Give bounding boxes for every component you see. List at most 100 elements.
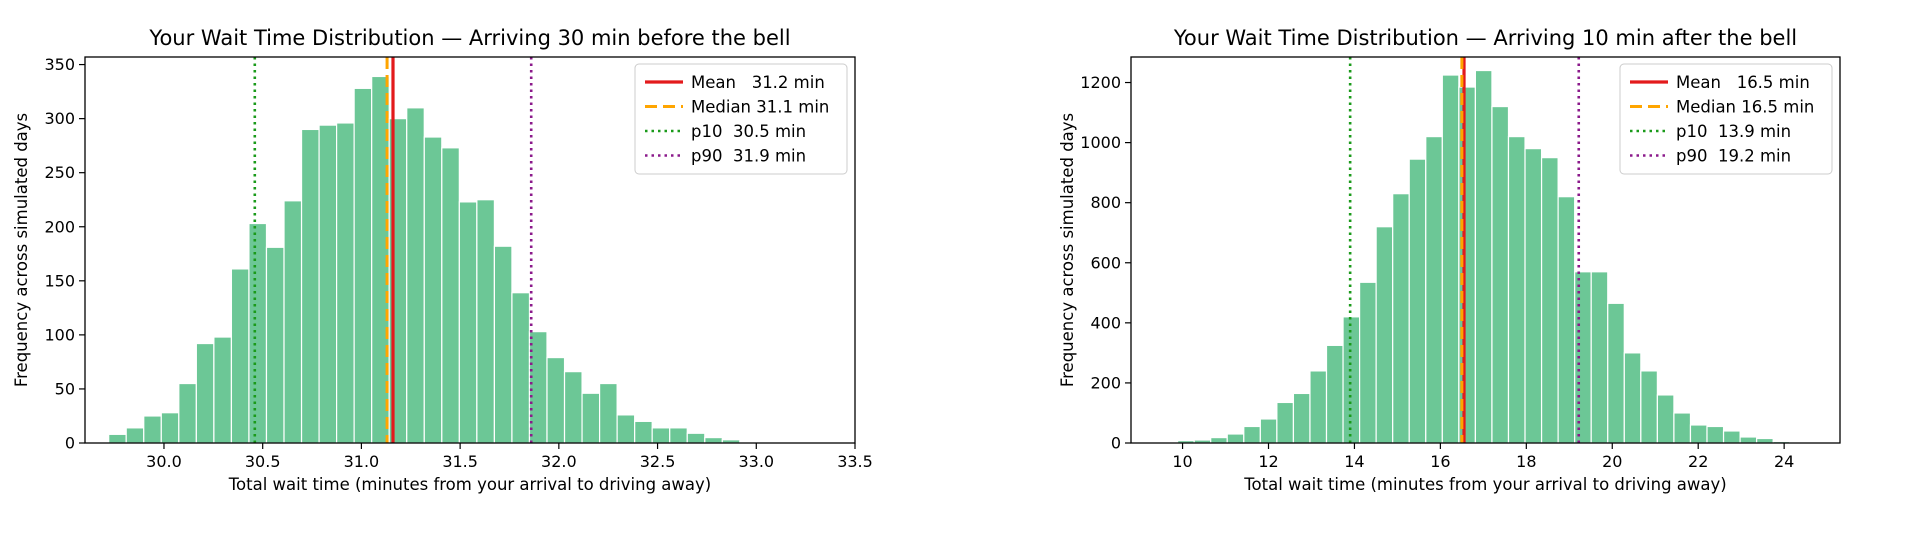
histogram-bar [1590,271,1609,444]
y-tick-label: 800 [1090,193,1121,212]
histogram-bar [125,427,145,444]
histogram-bar [1656,394,1675,444]
legend-box [1619,63,1833,175]
y-tick-label: 600 [1090,253,1121,272]
histogram-bar [1325,344,1344,444]
histogram-bar [1673,412,1692,444]
histogram-bar [1375,226,1394,444]
y-tick-label: 350 [44,55,75,74]
histogram-bar [616,414,636,444]
histogram-bar [1425,136,1443,444]
histogram-bar [669,427,688,444]
histogram-bar [1623,352,1642,444]
histogram-bar [213,336,233,444]
histogram-bar [1689,424,1708,444]
histogram-bar [178,382,197,444]
histogram-bar [1540,157,1559,444]
histogram-bar [1358,281,1377,444]
histogram-bar [336,122,355,444]
histogram-bar [476,199,495,444]
x-tick-label: 18 [1516,452,1536,471]
histogram-bar [1392,193,1410,444]
histogram-bar [230,268,250,444]
legend: Mean 16.5 min Median 16.5 min p10 13.9 min… [1619,63,1833,175]
x-tick-label: 33.0 [738,452,774,471]
x-tick-label: 22 [1688,452,1708,471]
chart-title: Your Wait Time Distribution — Arriving 1… [1173,26,1797,50]
histogram-bar [1756,437,1774,444]
histogram-bar [651,427,671,444]
histogram-bar [353,87,373,444]
histogram-bar [441,147,460,444]
histogram-bar [406,107,425,444]
histogram-bar [1292,392,1311,444]
x-tick-label: 10 [1172,452,1192,471]
legend-label-p90: p90 31.9 min [691,147,806,166]
y-tick-label: 200 [1090,373,1121,392]
histogram-bar [493,245,513,444]
histogram-bar [1408,158,1427,444]
histogram-bar [458,201,478,444]
histogram-bar [1276,401,1295,444]
x-tick-label: 32.5 [640,452,676,471]
histogram-bar [1739,436,1758,444]
histogram-bar [248,222,268,444]
histogram-bar [1491,105,1510,444]
histogram-bar [686,432,706,444]
legend-label-mean: Mean 16.5 min [1676,73,1810,92]
y-tick-label: 250 [44,163,75,182]
histogram-bar [581,392,601,444]
histogram-bar [1243,425,1261,444]
y-axis-label: Frequency across simulated days [1058,113,1077,387]
y-tick-label: 0 [1111,434,1121,453]
x-axis-label: Total wait time (minutes from your arriv… [228,475,711,494]
y-tick-label: 150 [44,271,75,290]
histogram-bar [1226,433,1245,444]
plot-frame [84,56,856,444]
legend-label-p10: p10 30.5 min [691,122,806,141]
x-tick-label: 31.0 [344,452,380,471]
histogram-bar [704,436,723,444]
x-tick-label: 16 [1430,452,1450,471]
x-tick-label: 20 [1602,452,1622,471]
histogram-bar [1259,418,1278,444]
x-tick-label: 33.5 [837,452,873,471]
chart-panel-2: 10 12 14 16 18 20 22 24 0 200 400 600 800 1000 1200 You… [1058,26,1841,494]
x-tick-label: 31.5 [442,452,478,471]
y-tick-label: 1200 [1080,73,1121,92]
y-tick-label: 300 [44,109,75,128]
histogram-bar [1210,436,1228,444]
legend-label-mean: Mean 31.2 min [691,73,825,92]
histogram-bar [1607,302,1625,444]
legend-label-median: Median 31.1 min [691,98,829,117]
x-tick-label: 14 [1344,452,1364,471]
histogram-bar [598,382,618,444]
histogram-bar [423,136,443,444]
histogram-bar [511,292,531,444]
y-tick-label: 1000 [1080,133,1121,152]
histogram-bar [265,246,285,444]
histogram-bar [1342,316,1361,444]
histogram-bar [528,331,548,444]
histogram-bar [1524,148,1543,444]
chart-panel-1: 30.0 30.5 31.0 31.5 32.0 32.5 33.0 33.5 0 50 100 15… [12,26,873,494]
histogram-bar [143,415,162,444]
y-tick-label: 0 [65,434,75,453]
histogram-bar [1722,430,1741,444]
x-tick-label: 24 [1774,452,1794,471]
plot-frame [1130,56,1841,444]
y-tick-label: 200 [44,217,75,236]
x-tick-label: 30.0 [146,452,182,471]
histogram-bar [1474,69,1493,444]
x-tick-label: 12 [1258,452,1278,471]
x-tick-label: 32.0 [541,452,577,471]
histogram-bar [195,342,215,444]
x-axis-label: Total wait time (minutes from your arriv… [1243,475,1726,494]
histogram-bar [1706,425,1725,444]
histogram-bar [1507,136,1526,444]
histogram-bar [546,356,566,444]
histogram-bar [563,371,583,444]
y-axis-label: Frequency across simulated days [12,113,31,387]
